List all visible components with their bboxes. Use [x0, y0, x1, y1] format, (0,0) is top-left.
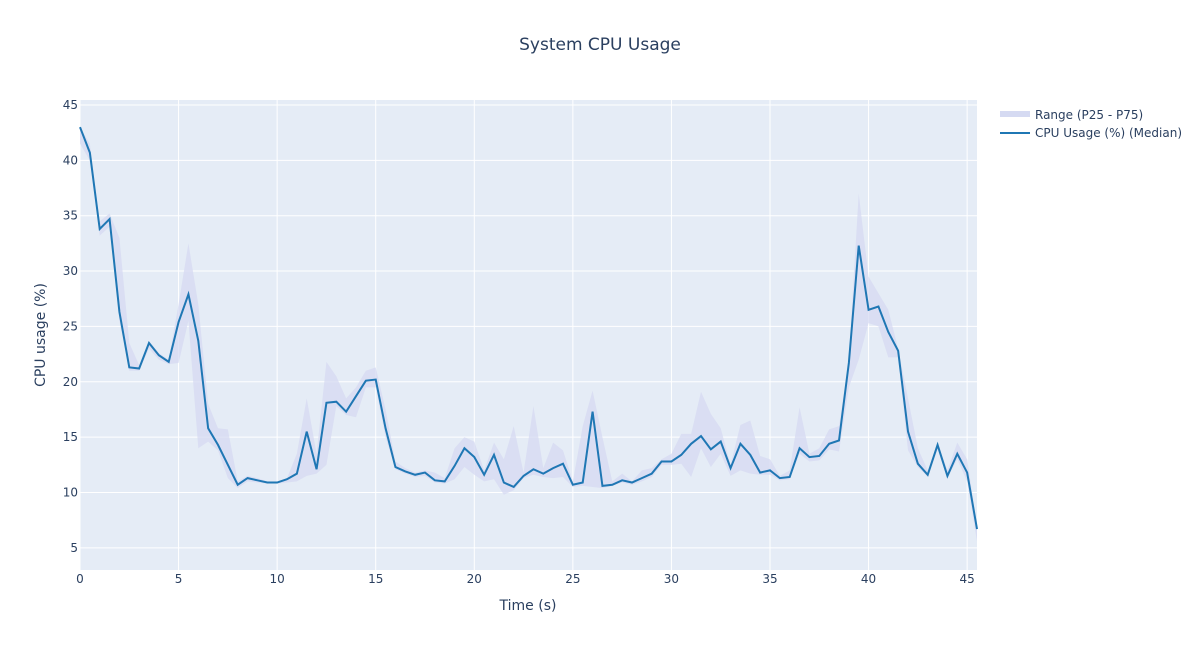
legend-swatch-range: [1000, 111, 1030, 117]
range-band: [80, 127, 977, 542]
x-tick-label: 45: [960, 572, 975, 586]
y-tick-label: 40: [63, 153, 78, 167]
x-tick-label: 10: [270, 572, 285, 586]
y-axis-title: CPU usage (%): [33, 283, 49, 387]
legend-label-median: CPU Usage (%) (Median): [1035, 126, 1182, 140]
tick-labels: 0 5 10 15 20 25 30 35 40 45 5 10 15 20 25 30 35 40 45: [63, 98, 975, 586]
y-tick-label: 30: [63, 264, 78, 278]
x-tick-label: 0: [76, 572, 84, 586]
y-tick-label: 20: [63, 375, 78, 389]
legend[interactable]: Range (P25 - P75) CPU Usage (%) (Median): [1000, 108, 1182, 140]
chart-title: System CPU Usage: [519, 35, 681, 55]
plot-area[interactable]: [80, 100, 977, 570]
y-tick-label: 35: [63, 209, 78, 223]
median-line: [79, 126, 978, 530]
x-tick-label: 5: [175, 572, 183, 586]
y-tick-label: 45: [63, 98, 78, 112]
x-tick-label: 35: [762, 572, 777, 586]
x-tick-label: 30: [664, 572, 679, 586]
y-tick-label: 15: [63, 430, 78, 444]
x-tick-label: 15: [368, 572, 383, 586]
y-tick-label: 10: [63, 485, 78, 499]
x-tick-label: 40: [861, 572, 876, 586]
gridlines: [79, 100, 977, 570]
x-tick-label: 25: [565, 572, 580, 586]
x-axis-title: Time (s): [499, 598, 557, 614]
legend-item-range[interactable]: Range (P25 - P75): [1000, 108, 1143, 122]
y-tick-label: 25: [63, 319, 78, 333]
x-tick-label: 20: [467, 572, 482, 586]
y-tick-label: 5: [70, 541, 78, 555]
legend-item-median[interactable]: CPU Usage (%) (Median): [1000, 126, 1182, 140]
legend-label-range: Range (P25 - P75): [1035, 108, 1143, 122]
